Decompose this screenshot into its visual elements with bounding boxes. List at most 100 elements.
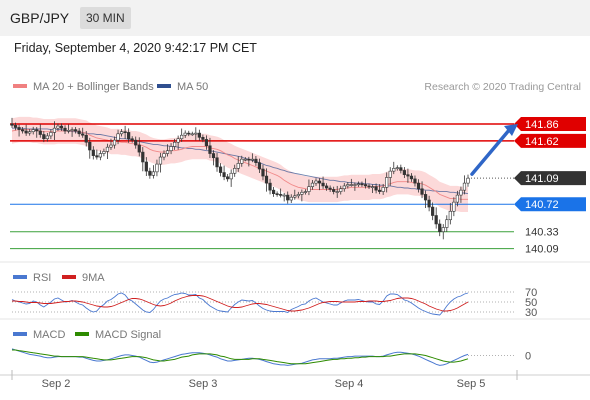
level-label: 140.72 bbox=[525, 199, 559, 211]
candle-body bbox=[63, 127, 67, 132]
candle-body bbox=[321, 182, 325, 187]
candle-body bbox=[102, 151, 106, 154]
candle-body bbox=[356, 183, 361, 186]
legend-label: 9MA bbox=[82, 272, 105, 284]
candle-body bbox=[409, 175, 414, 180]
candle-body bbox=[21, 129, 25, 132]
legend-swatch bbox=[13, 275, 27, 279]
level-label: 141.62 bbox=[525, 136, 559, 148]
datetime-label: Friday, September 4, 2020 9:42:17 PM CET bbox=[14, 41, 257, 55]
candle-body bbox=[81, 133, 85, 136]
candle-body bbox=[88, 141, 92, 151]
candle-body bbox=[116, 133, 120, 141]
symbol-label: GBP/JPY bbox=[10, 10, 70, 26]
candle-body bbox=[271, 189, 276, 194]
candle-body bbox=[325, 185, 329, 189]
candle-body bbox=[84, 134, 88, 143]
candle-body bbox=[211, 153, 216, 159]
candle-body bbox=[165, 150, 170, 154]
candle-body bbox=[109, 144, 113, 148]
level-tag bbox=[514, 197, 586, 212]
candle-body bbox=[307, 186, 311, 192]
candle-body bbox=[247, 158, 251, 161]
x-tick-label: Sep 3 bbox=[189, 378, 218, 390]
rsi-line bbox=[11, 292, 469, 316]
candle-body bbox=[130, 138, 134, 141]
ma50-line bbox=[12, 127, 469, 195]
candle-body bbox=[300, 191, 304, 195]
candle-body bbox=[183, 132, 187, 136]
candle-body bbox=[187, 132, 191, 135]
macd-level-label: 0 bbox=[525, 351, 531, 363]
research-credit: Research © 2020 Trading Central bbox=[424, 81, 581, 93]
candle-body bbox=[374, 186, 378, 191]
rsi_9ma-line bbox=[12, 295, 469, 312]
candle-body bbox=[158, 156, 163, 165]
level-tag bbox=[514, 171, 586, 186]
ma20-line bbox=[11, 129, 468, 200]
legend-swatch bbox=[13, 332, 27, 336]
candle-body bbox=[10, 123, 14, 126]
candle-body bbox=[445, 219, 449, 228]
legend-label: RSI bbox=[33, 272, 51, 284]
timeframe-button[interactable]: 30 MIN bbox=[80, 7, 131, 29]
candle-body bbox=[24, 130, 28, 134]
candle-body bbox=[112, 139, 117, 146]
candle-body bbox=[162, 153, 166, 158]
candle-body bbox=[286, 194, 290, 201]
candle-body bbox=[434, 215, 438, 225]
candle-body bbox=[392, 168, 396, 172]
candle-body bbox=[346, 184, 350, 187]
candle-body bbox=[190, 133, 194, 136]
candle-body bbox=[339, 188, 343, 192]
x-tick-label: Sep 4 bbox=[335, 378, 364, 390]
forecast-arrow-head bbox=[504, 123, 518, 136]
candle-body bbox=[431, 206, 435, 216]
level-tag bbox=[514, 116, 586, 131]
candle-body bbox=[332, 189, 336, 192]
candle-body bbox=[134, 139, 138, 146]
candle-body bbox=[243, 158, 247, 161]
candle-body bbox=[17, 127, 21, 130]
candle-body bbox=[363, 184, 368, 187]
candle-body bbox=[215, 157, 219, 168]
candle-body bbox=[144, 161, 148, 172]
candle-body bbox=[169, 146, 173, 152]
legend-label: MA 50 bbox=[177, 81, 208, 93]
candle-body bbox=[35, 129, 39, 132]
candle-body bbox=[52, 127, 57, 133]
candle-body bbox=[303, 191, 307, 193]
candle-body bbox=[310, 182, 315, 187]
candle-body bbox=[70, 129, 74, 131]
candle-body bbox=[222, 172, 226, 178]
rsi-level-label: 30 bbox=[525, 307, 537, 319]
macd-line bbox=[11, 348, 469, 366]
candle-body bbox=[226, 176, 230, 180]
candle-body bbox=[427, 199, 431, 208]
candle-body bbox=[275, 193, 279, 195]
legend-label: MACD bbox=[33, 329, 65, 341]
candle-body bbox=[282, 194, 286, 197]
candle-body bbox=[293, 195, 297, 198]
candle-body bbox=[385, 177, 389, 188]
candle-body bbox=[173, 141, 177, 147]
level-label: 141.09 bbox=[525, 173, 559, 185]
candle-body bbox=[349, 184, 353, 186]
legend-swatch bbox=[62, 275, 76, 279]
candle-body bbox=[98, 153, 102, 158]
level-label: 140.09 bbox=[525, 244, 559, 256]
level-tag bbox=[514, 133, 586, 148]
candle-body bbox=[105, 146, 110, 152]
candle-body bbox=[296, 194, 300, 197]
candle-body bbox=[438, 223, 442, 233]
candle-body bbox=[208, 145, 212, 154]
candle-body bbox=[462, 182, 467, 191]
candle-body bbox=[406, 174, 410, 177]
candle-body bbox=[466, 177, 470, 184]
candle-body bbox=[176, 138, 180, 143]
candle-body bbox=[137, 144, 141, 153]
candle-body bbox=[56, 125, 60, 129]
legend-swatch bbox=[75, 332, 89, 336]
candle-body bbox=[45, 135, 49, 140]
candles-group bbox=[10, 117, 470, 240]
